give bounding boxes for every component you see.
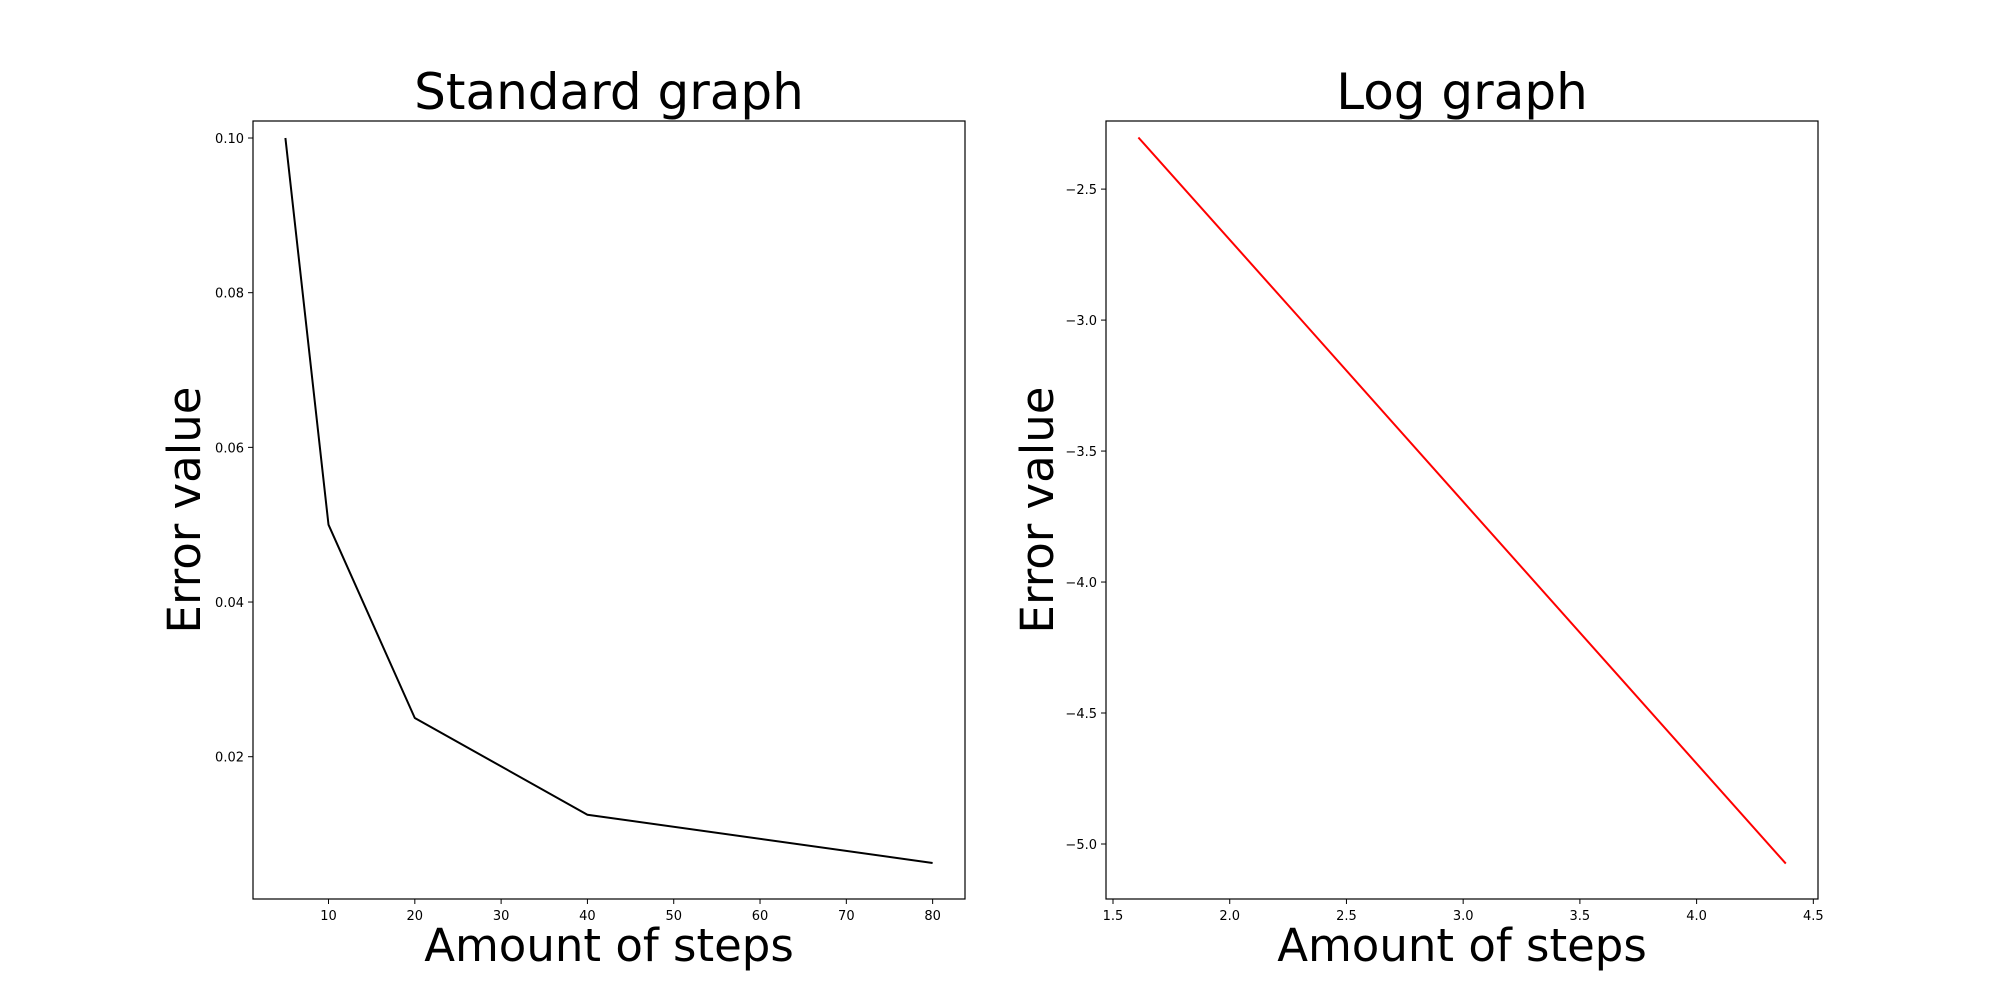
log-graph-x-tick-label: 2.0 [1219,909,1240,924]
standard-graph-x-tick-label: 40 [579,909,596,924]
log-graph-y-tick-label: −3.0 [1065,314,1097,329]
standard-graph-title: Standard graph [414,63,804,121]
log-graph-y-tick-label: −2.5 [1065,183,1097,198]
standard-graph-x-tick-label: 60 [752,909,769,924]
log-graph-x-tick-label: 4.0 [1686,909,1707,924]
standard-graph-y-tick-label: 0.06 [215,441,244,456]
standard-graph-x-axis-label: Amount of steps [424,919,794,972]
log-graph-x-tick-label: 2.5 [1336,909,1357,924]
standard-graph-y-axis-label: Error value [158,387,211,634]
log-graph-y-tick-label: −4.0 [1065,576,1097,591]
standard-graph-y-tick-label: 0.04 [215,596,244,611]
standard-graph-series-line [284,137,933,864]
log-graph-plot-frame [1105,120,1819,900]
standard-graph-x-tick-label: 70 [838,909,855,924]
log-graph-x-axis-label: Amount of steps [1277,919,1647,972]
log-graph-panel: Log graph Amount of steps Error value 1.5 2.… [1011,63,1824,972]
log-graph-y-axis-label: Error value [1011,387,1064,634]
standard-graph-y-tick-label: 0.10 [215,132,244,147]
log-graph-y-tick-label: −3.5 [1065,445,1097,460]
log-graph-series-line [1137,136,1787,865]
standard-graph-y-tick-label: 0.02 [215,751,244,766]
standard-graph-plot-frame [252,120,966,900]
log-graph-x-tick-label: 1.5 [1103,909,1124,924]
standard-graph-x-tick-label: 10 [320,909,337,924]
log-graph-x-tick-label: 3.0 [1453,909,1474,924]
log-graph-x-tick-label: 3.5 [1570,909,1591,924]
standard-graph-y-tick-label: 0.08 [215,287,244,302]
log-graph-x-tick-label: 4.5 [1803,909,1824,924]
standard-graph-x-tick-label: 80 [924,909,941,924]
log-graph-y-tick-label: −5.0 [1065,838,1097,853]
standard-graph-panel: Standard graph Amount of steps Error value… [158,63,966,972]
log-graph-y-tick-label: −4.5 [1065,707,1097,722]
standard-graph-x-tick-label: 30 [493,909,510,924]
log-graph-title: Log graph [1336,63,1588,121]
standard-graph-x-tick-label: 20 [407,909,424,924]
standard-graph-x-tick-label: 50 [665,909,682,924]
